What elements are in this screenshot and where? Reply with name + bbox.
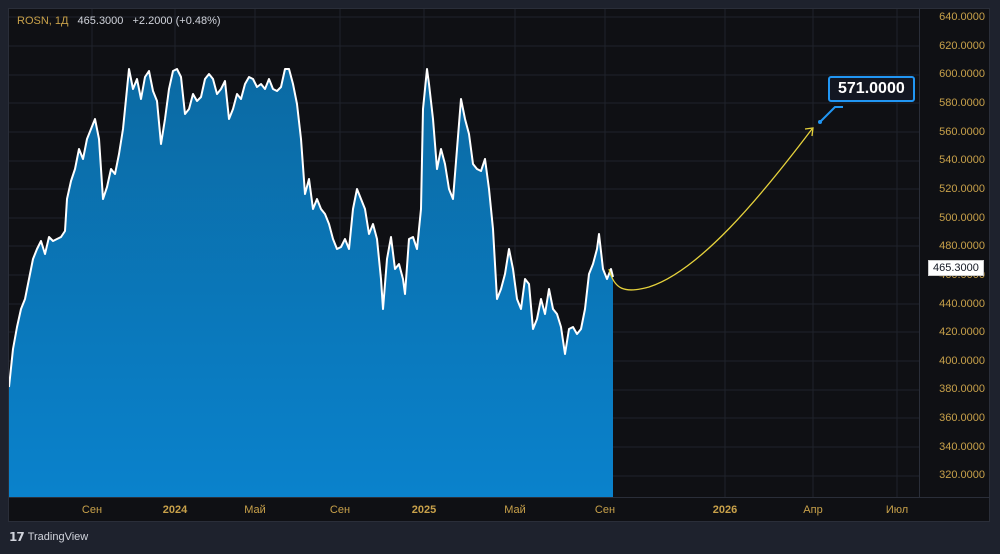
price-tick: 540.0000 bbox=[939, 154, 985, 167]
last-value: 465.3000 bbox=[77, 15, 124, 27]
price-tick: 560.0000 bbox=[939, 125, 985, 138]
time-tick: Апр bbox=[803, 504, 823, 516]
change-value: +2.2000 (+0.48%) bbox=[132, 15, 221, 27]
price-area bbox=[9, 69, 613, 497]
time-tick: Сен bbox=[594, 504, 616, 516]
time-tick: Май bbox=[244, 504, 266, 516]
time-tick: Сен bbox=[329, 504, 351, 516]
plot-area[interactable] bbox=[9, 9, 919, 497]
tradingview-logo-icon: 𝟭𝟳 bbox=[9, 530, 25, 544]
price-tick: 580.0000 bbox=[939, 96, 985, 109]
price-tick: 360.0000 bbox=[939, 412, 985, 425]
time-tick: Май bbox=[504, 504, 526, 516]
price-tick: 340.0000 bbox=[939, 440, 985, 453]
price-tick: 600.0000 bbox=[939, 68, 985, 81]
price-tick: 640.0000 bbox=[939, 11, 985, 23]
price-axis[interactable]: 640.0000 620.0000 600.0000 580.0000 560.0000… bbox=[919, 9, 991, 497]
price-tick: 620.0000 bbox=[939, 39, 985, 52]
price-tick: 440.0000 bbox=[939, 297, 985, 310]
price-tick: 320.0000 bbox=[939, 469, 985, 482]
price-tick: 380.0000 bbox=[939, 383, 985, 396]
price-tick: 480.0000 bbox=[939, 240, 985, 253]
symbol-label: ROSN, 1Д bbox=[17, 15, 69, 27]
time-axis[interactable]: Сен 2024 Май Сен 2025 Май Сен 2026 Апр Июл bbox=[9, 497, 990, 523]
time-tick: Сен bbox=[81, 504, 103, 516]
price-tick: 420.0000 bbox=[939, 326, 985, 339]
last-price-label: 465.3000 bbox=[928, 260, 984, 276]
chart-legend[interactable]: ROSN, 1Д 465.3000 +2.2000 (+0.48%) bbox=[17, 15, 221, 27]
time-tick: 2026 bbox=[712, 504, 738, 516]
price-tick: 500.0000 bbox=[939, 211, 985, 224]
target-callout[interactable]: 571.0000 bbox=[828, 76, 915, 102]
price-line bbox=[9, 68, 614, 388]
time-tick: 2024 bbox=[162, 504, 188, 516]
price-tick: 400.0000 bbox=[939, 354, 985, 367]
callout-pointer bbox=[819, 106, 843, 123]
tradingview-brand[interactable]: 𝟭𝟳 TradingView bbox=[9, 530, 88, 544]
brand-name: TradingView bbox=[27, 531, 89, 543]
time-tick: 2025 bbox=[411, 504, 437, 516]
time-tick: Июл bbox=[885, 504, 909, 516]
arrow-head-icon bbox=[804, 127, 814, 137]
price-tick: 520.0000 bbox=[939, 182, 985, 195]
projection-arrow bbox=[608, 128, 813, 291]
